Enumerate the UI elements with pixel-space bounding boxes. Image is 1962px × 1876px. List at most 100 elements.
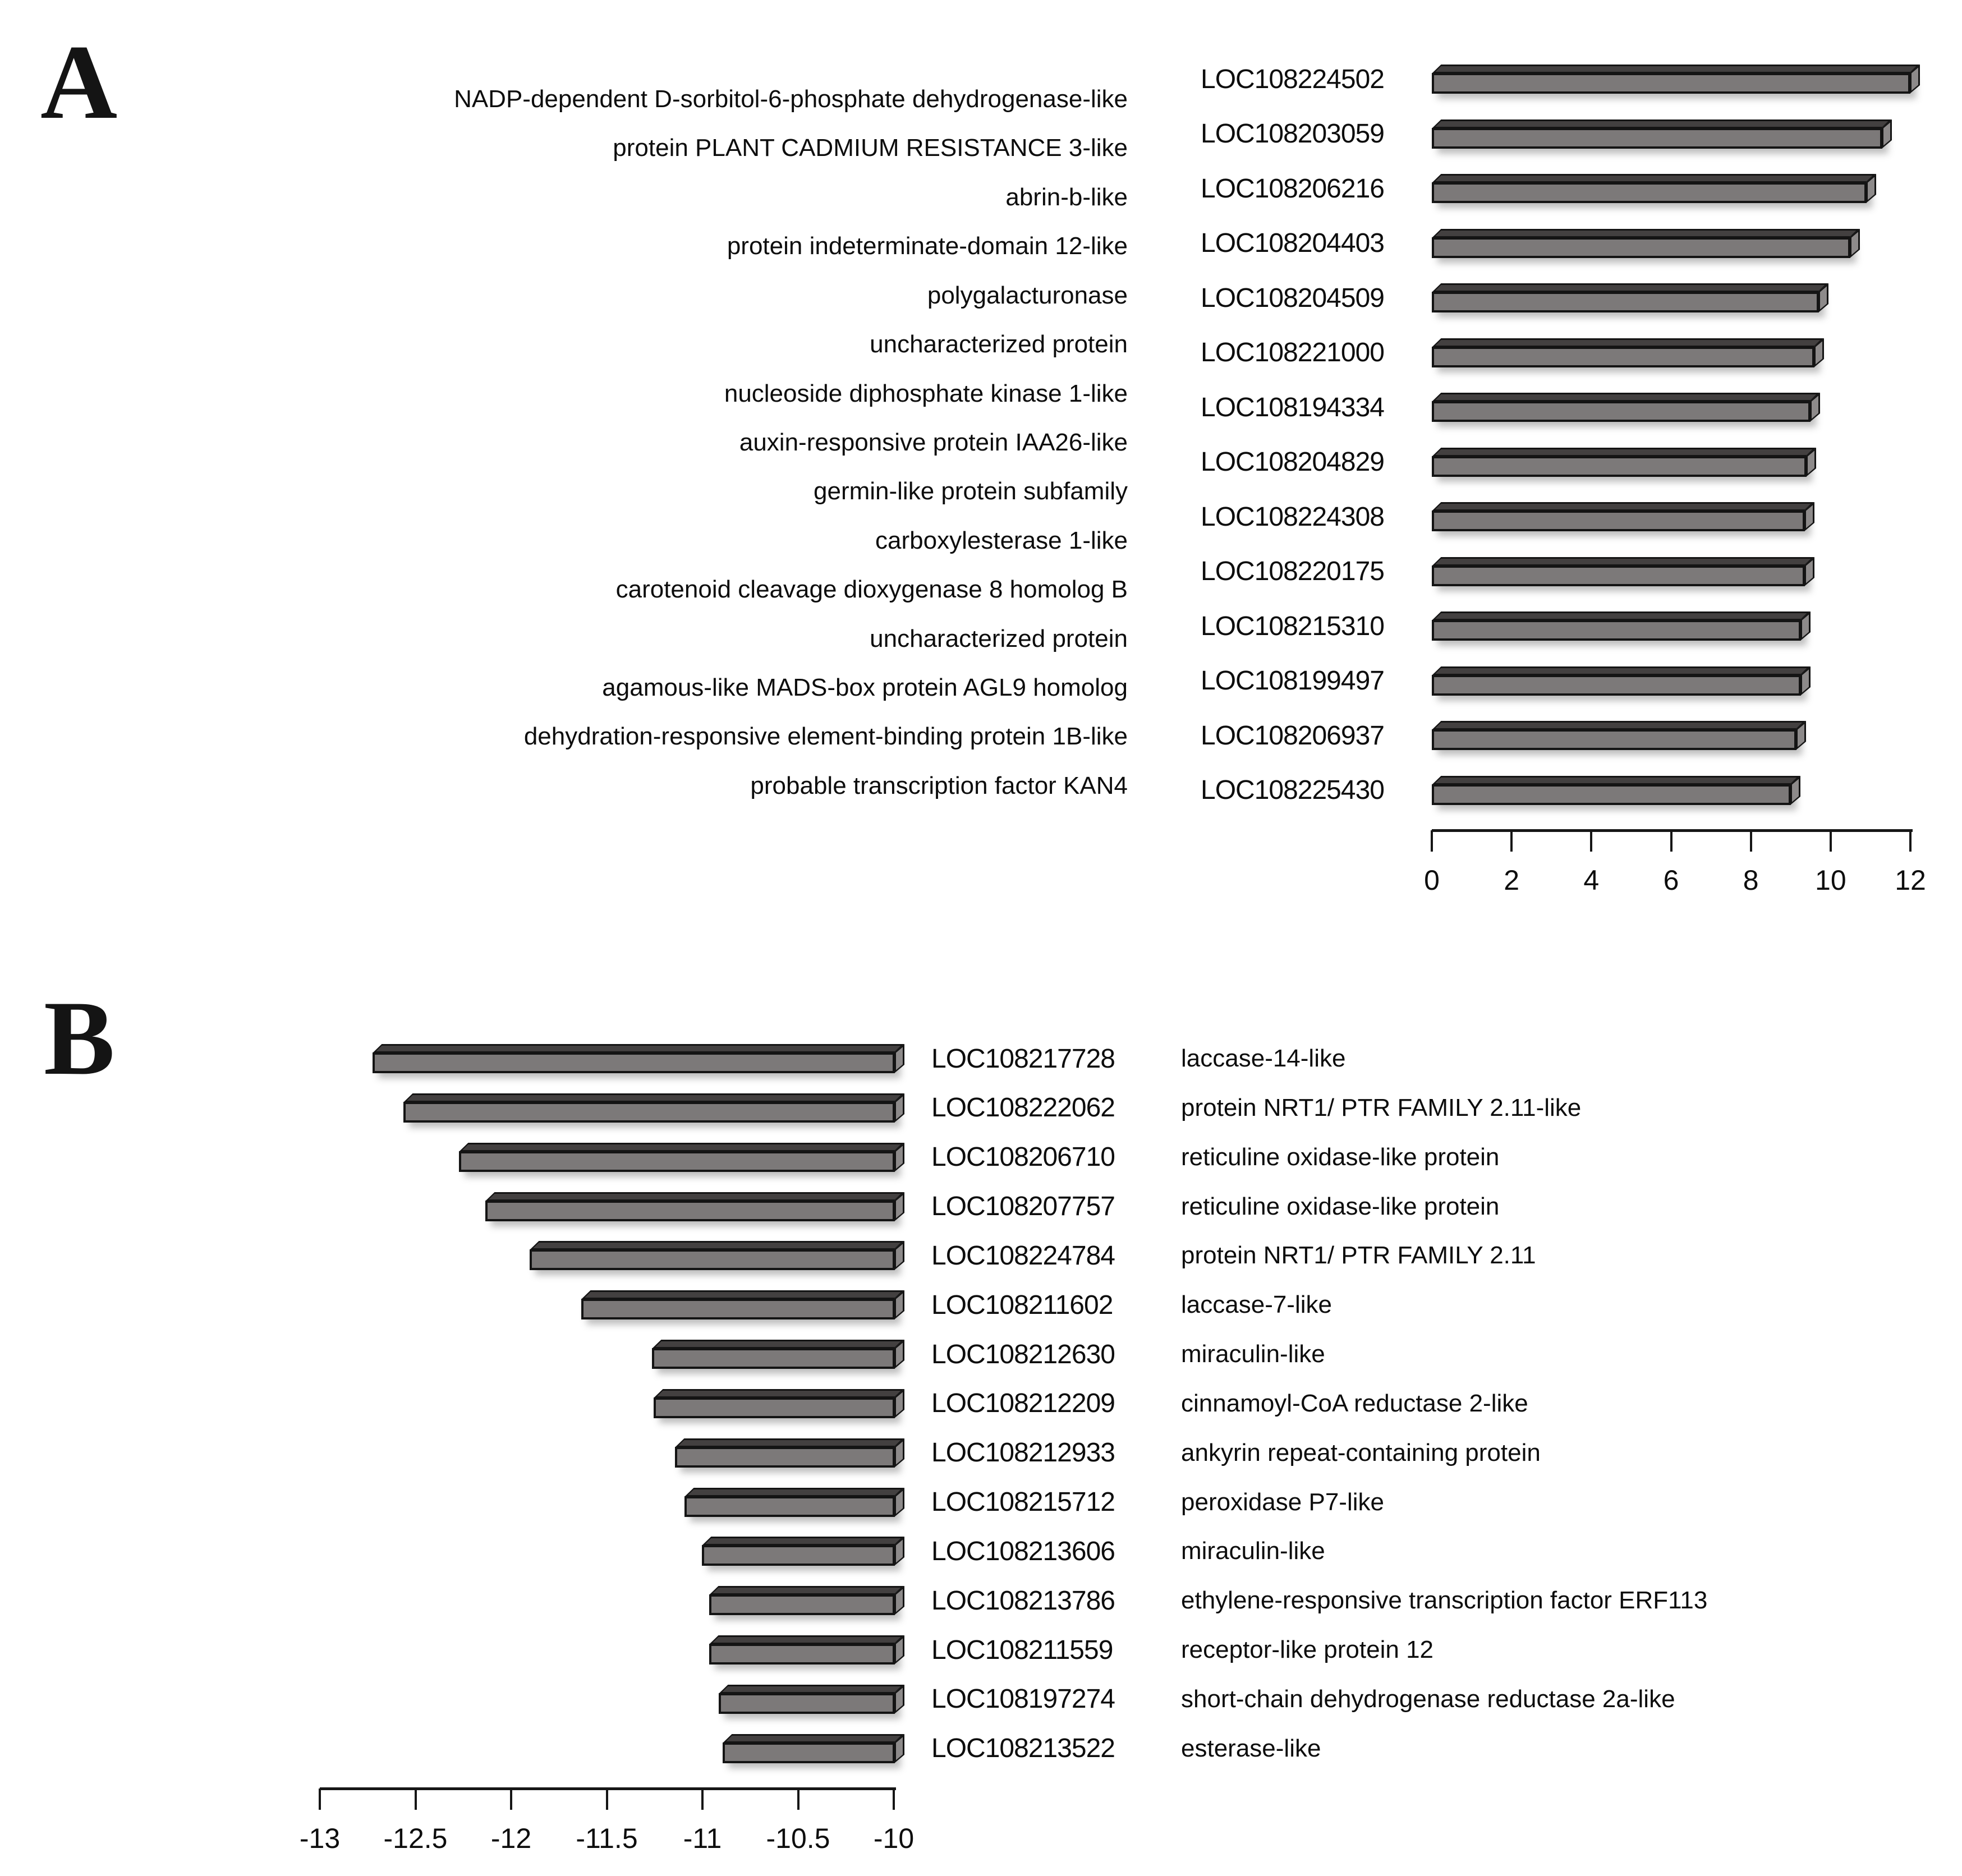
bar-area (321, 1236, 904, 1275)
gene-id-label: LOC108225430 (1201, 775, 1385, 806)
axis-tick (797, 1788, 799, 1810)
bar (458, 1142, 904, 1172)
bar-front-face (1432, 729, 1797, 751)
bar-area (1432, 497, 1910, 536)
axis-tick-label: 2 (1504, 865, 1520, 896)
table-row: LOC108206937 (1201, 716, 1955, 755)
bar-area (321, 1187, 904, 1226)
axis-tick-label: -10.5 (766, 1823, 830, 1854)
gene-id-label: LOC108206937 (1201, 720, 1385, 751)
bar-front-face (651, 1348, 895, 1369)
axis-tick (893, 1788, 895, 1810)
table-row: LOC108222062 protein NRT1/ PTR FAMILY 2.1… (321, 1088, 1962, 1128)
gene-description-label: uncharacterized protein (870, 330, 1128, 358)
table-row: LOC108206710 reticuline oxidase-like prot… (321, 1138, 1962, 1177)
bar (1432, 666, 1811, 696)
bar (1432, 721, 1807, 751)
bar (709, 1635, 904, 1665)
gene-description-label: ankyrin repeat-containing protein (1181, 1438, 1541, 1466)
table-row: LOC108212933 ankyrin repeat-containing pr… (321, 1433, 1962, 1473)
bar (1432, 393, 1821, 422)
panel-a-x-axis: 0 2 4 6 8 10 12 (1424, 829, 1926, 913)
table-row: LOC108199497 (1201, 661, 1955, 701)
gene-description-label: miraculin-like (1181, 1340, 1325, 1368)
table-row: LOC108212630 miraculin-like (321, 1335, 1962, 1374)
gene-description-label: esterase-like (1181, 1734, 1321, 1762)
table-row: LOC108213786 ethylene-responsive transcri… (321, 1581, 1962, 1620)
bar-front-face (723, 1742, 895, 1763)
bar-front-face (1432, 401, 1811, 422)
axis-tick (1590, 830, 1593, 852)
axis-tick (319, 1788, 321, 1810)
gene-description-label: laccase-7-like (1181, 1291, 1332, 1319)
bar-area (1432, 59, 1920, 99)
gene-id-label: LOC108215712 (931, 1487, 1115, 1518)
gene-description-label: polygalacturonase (927, 281, 1128, 309)
gene-description-label: carboxylesterase 1-like (875, 526, 1128, 554)
bar-area (321, 1729, 904, 1768)
bar-area (1432, 388, 1910, 427)
bar-top-face (581, 1290, 904, 1300)
bar-area (1432, 552, 1910, 591)
gene-id-label: LOC108203059 (1201, 119, 1385, 149)
axis-tick (701, 1788, 704, 1810)
gene-id-label: LOC108212933 (931, 1438, 1115, 1468)
bar (651, 1339, 904, 1369)
bar (1432, 228, 1860, 258)
axis-tick (1510, 830, 1513, 852)
bar-front-face (674, 1446, 895, 1468)
gene-id-label: LOC108206216 (1201, 173, 1385, 204)
bar-front-face (1432, 784, 1791, 805)
bar-top-face (674, 1438, 904, 1447)
table-row: LOC108224308 (1201, 497, 1955, 536)
bar (654, 1388, 904, 1418)
bar (1432, 447, 1817, 477)
gene-id-label: LOC108217728 (931, 1043, 1115, 1074)
bar-area (1432, 114, 1910, 154)
axis-tick (1749, 830, 1752, 852)
bar-front-face (529, 1249, 895, 1271)
axis-tick (1431, 830, 1433, 852)
axis-tick-label: 0 (1424, 865, 1440, 896)
gene-description-label: auxin-responsive protein IAA26-like (739, 428, 1128, 456)
table-row: LOC108224502 (1201, 59, 1955, 99)
bar-area (321, 1384, 904, 1423)
bar-area (1432, 443, 1910, 482)
gene-id-label: LOC108213606 (931, 1536, 1115, 1566)
bar-top-face (1432, 338, 1824, 347)
bar-area (1432, 278, 1910, 318)
gene-id-label: LOC108207757 (931, 1192, 1115, 1222)
gene-description-label: receptor-like protein 12 (1181, 1636, 1434, 1664)
axis-tick-label: -12.5 (383, 1823, 448, 1854)
bar-area (321, 1285, 904, 1325)
gene-description-label: short-chain dehydrogenase reductase 2a-l… (1181, 1685, 1675, 1713)
table-row: LOC108197274 short-chain dehydrogenase re… (321, 1680, 1962, 1719)
bar-top-face (1432, 447, 1816, 457)
bar-area (321, 1581, 904, 1620)
bar-front-face (403, 1101, 895, 1123)
bar-top-face (1432, 393, 1820, 402)
bar (701, 1537, 904, 1566)
gene-id-label: LOC108221000 (1201, 338, 1385, 368)
bar (684, 1487, 904, 1517)
axis-tick-label: -11 (683, 1823, 722, 1854)
bar-area (1432, 771, 1910, 810)
gene-description-label: ethylene-responsive transcription factor… (1181, 1587, 1708, 1615)
gene-description-label: reticuline oxidase-like protein (1181, 1192, 1500, 1220)
gene-description-label: agamous-like MADS-box protein AGL9 homol… (602, 674, 1128, 702)
axis-tick (1670, 830, 1672, 852)
bar-area (321, 1483, 904, 1522)
panel-b-bar-rows: LOC108217728 laccase-14-like LOC108222062 p… (321, 1039, 1962, 1768)
bar-top-face (684, 1487, 904, 1497)
panel-b-x-axis: -13 -12.5 -12 -11.5 -11 -10.5 -10 (300, 1787, 914, 1872)
bar-area (1432, 606, 1910, 646)
bar-top-face (654, 1388, 904, 1398)
gene-id-label: LOC108199497 (1201, 666, 1385, 696)
bar-top-face (529, 1241, 904, 1250)
gene-description-label: miraculin-like (1181, 1537, 1325, 1565)
axis-tick-label: -10 (873, 1823, 915, 1854)
gene-id-label: LOC108224308 (1201, 502, 1385, 532)
axis-tick-label: 10 (1815, 865, 1846, 896)
axis-tick (1829, 830, 1832, 852)
bar-top-face (1432, 119, 1892, 128)
